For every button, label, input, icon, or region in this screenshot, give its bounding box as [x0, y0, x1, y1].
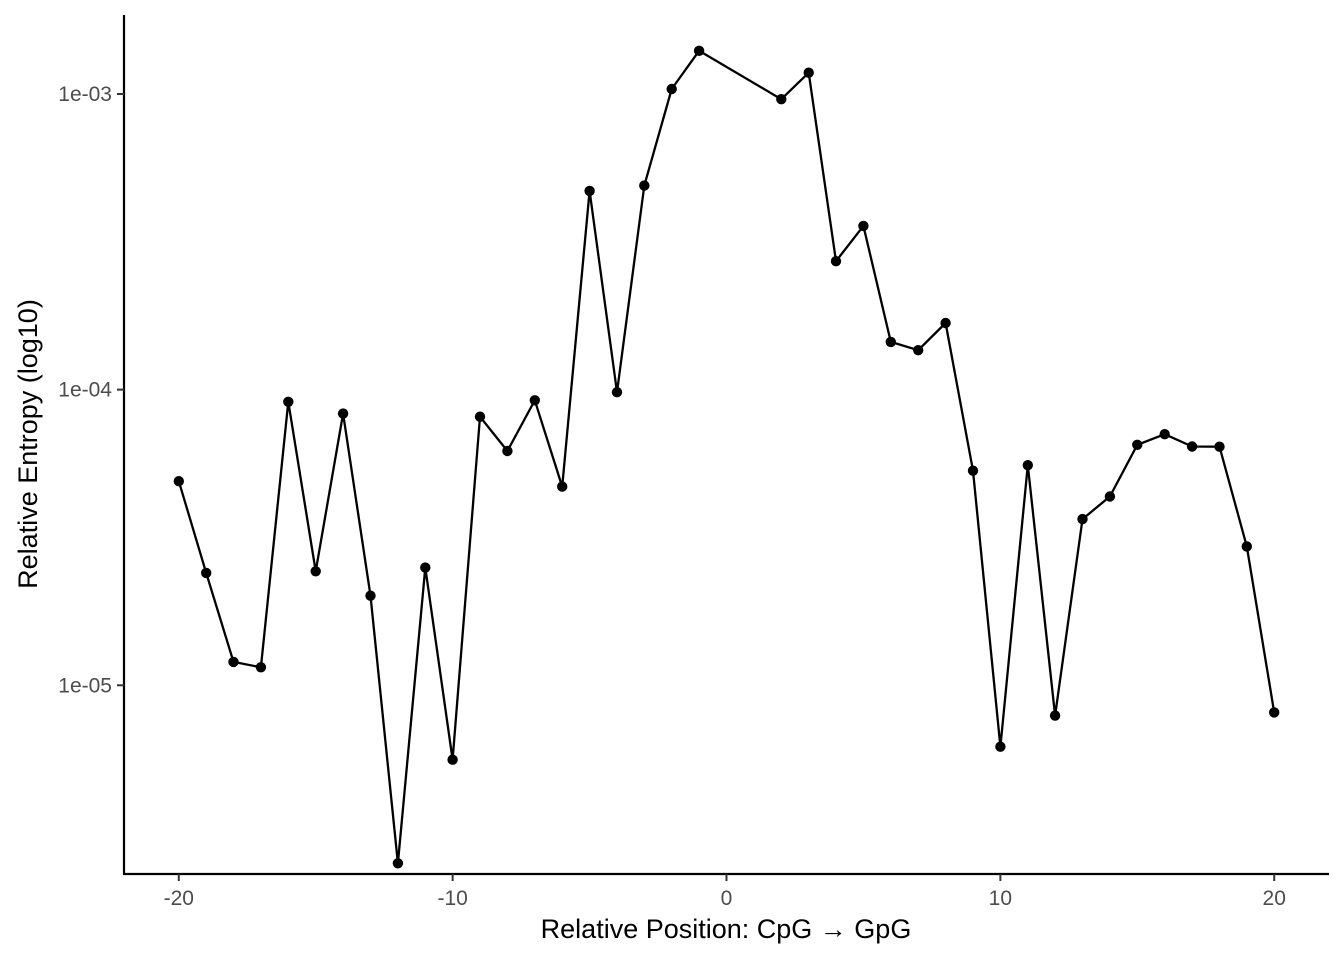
data-point — [1159, 429, 1170, 440]
data-point — [913, 345, 924, 356]
series-line — [177, 49, 1276, 865]
data-point — [995, 741, 1006, 752]
data-point — [1132, 439, 1143, 450]
x-tick-label: 20 — [1263, 887, 1286, 910]
data-point — [557, 481, 568, 492]
data-point — [1186, 441, 1198, 452]
data-point — [1022, 460, 1033, 471]
data-point — [1104, 491, 1116, 502]
x-axis-ticks: -20 -10 0 10 20 — [164, 874, 1286, 910]
data-point — [858, 220, 869, 232]
data-point — [1214, 441, 1225, 452]
data-point — [255, 662, 267, 673]
data-point — [502, 445, 513, 457]
x-tick-label: -20 — [164, 887, 194, 910]
data-point — [447, 754, 458, 765]
data-point — [666, 83, 677, 95]
x-tick-label: 0 — [721, 887, 733, 910]
data-point — [885, 336, 896, 348]
data-point — [420, 562, 431, 573]
x-tick-label: -10 — [437, 887, 467, 910]
data-point — [1241, 541, 1253, 552]
data-point — [940, 317, 951, 329]
x-axis-title: Relative Position: CpG → GpG — [541, 914, 912, 944]
y-axis-title: Relative Entropy (log10) — [13, 299, 43, 589]
data-point — [1269, 707, 1280, 718]
data-point — [803, 67, 814, 78]
data-point — [776, 94, 787, 105]
plot-series — [173, 45, 1280, 869]
y-tick-label: 1e-03 — [58, 83, 112, 106]
data-point — [1049, 710, 1061, 721]
y-tick-label: 1e-05 — [58, 674, 112, 697]
data-point — [228, 656, 239, 668]
data-point — [611, 387, 623, 398]
data-point — [392, 858, 404, 869]
data-point — [337, 408, 349, 419]
y-tick-label: 1e-04 — [58, 379, 112, 402]
data-point — [967, 465, 979, 476]
data-point — [1077, 513, 1088, 525]
x-tick-label: 10 — [989, 887, 1012, 910]
data-point — [173, 476, 184, 487]
data-point — [283, 396, 294, 407]
data-point — [201, 567, 212, 579]
data-point — [474, 411, 486, 422]
data-point — [584, 185, 595, 197]
data-point — [639, 180, 650, 191]
data-point — [693, 45, 705, 56]
data-point — [529, 395, 540, 406]
data-point — [365, 590, 376, 601]
data-point — [830, 256, 842, 267]
y-axis-ticks: 1e-05 1e-04 1e-03 — [58, 83, 124, 697]
data-point — [310, 566, 321, 577]
